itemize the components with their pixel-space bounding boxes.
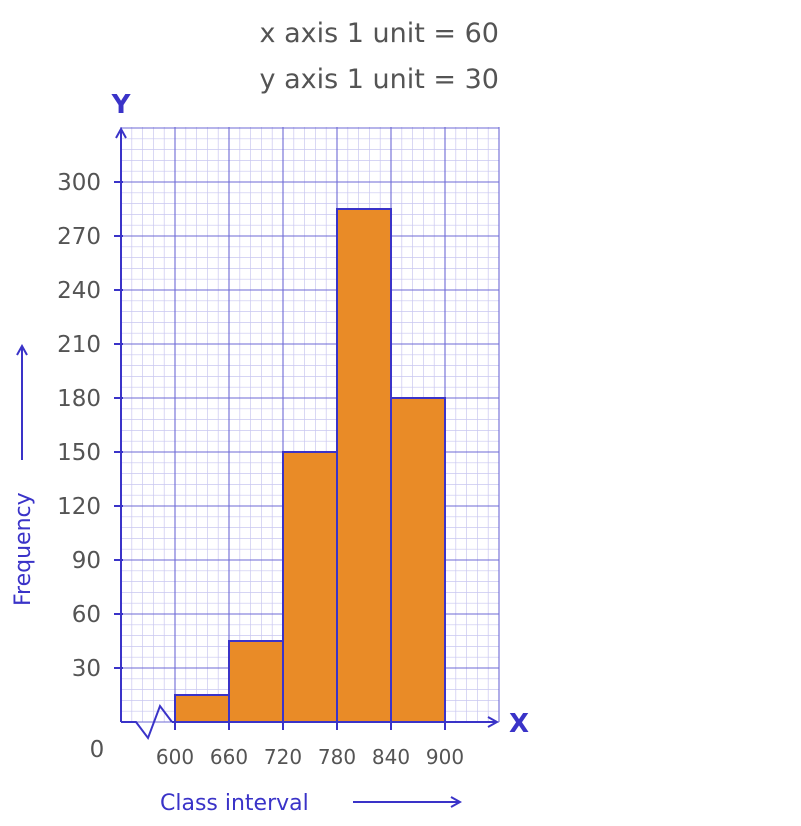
- x-tick-label: 600: [156, 745, 194, 769]
- y-scale-note: y axis 1 unit = 30: [260, 64, 499, 95]
- y-tick-label: 90: [72, 548, 101, 574]
- bar-660-720: [228, 640, 284, 723]
- y-tick-label: 210: [57, 332, 101, 358]
- bar-840-900: [390, 397, 446, 723]
- y-ticks: 30 60 90 120 150 180 210 240 270 300: [57, 170, 123, 682]
- x-tick-label: 720: [264, 745, 302, 769]
- x-axis-break: [121, 703, 173, 741]
- bar-600-660: [174, 694, 230, 723]
- x-tick-label: 900: [426, 745, 464, 769]
- bars: [174, 208, 446, 723]
- x-tick-label: 780: [318, 745, 356, 769]
- y-tick-label: 180: [57, 386, 101, 412]
- y-tick-label: 240: [57, 278, 101, 304]
- y-tick-label: 30: [72, 656, 101, 682]
- y-tick-label: 120: [57, 494, 101, 520]
- x-tick-label: 840: [372, 745, 410, 769]
- x-axis-letter: X: [509, 709, 529, 739]
- y-axis-letter: Y: [111, 90, 132, 120]
- axes: [121, 129, 497, 741]
- x-scale-note: x axis 1 unit = 60: [260, 18, 499, 49]
- y-tick-label: 150: [57, 440, 101, 466]
- x-axis-title: Class interval: [160, 791, 309, 816]
- bar-720-780: [282, 451, 338, 723]
- x-tick-label: 660: [210, 745, 248, 769]
- origin-label: 0: [90, 737, 105, 763]
- y-axis-title: Frequency: [11, 492, 36, 606]
- y-tick-label: 60: [72, 602, 101, 628]
- x-ticks: 600 660 720 780 840 900: [156, 722, 464, 769]
- bar-780-840: [336, 208, 392, 723]
- y-tick-label: 300: [57, 170, 101, 196]
- y-tick-label: 270: [57, 224, 101, 250]
